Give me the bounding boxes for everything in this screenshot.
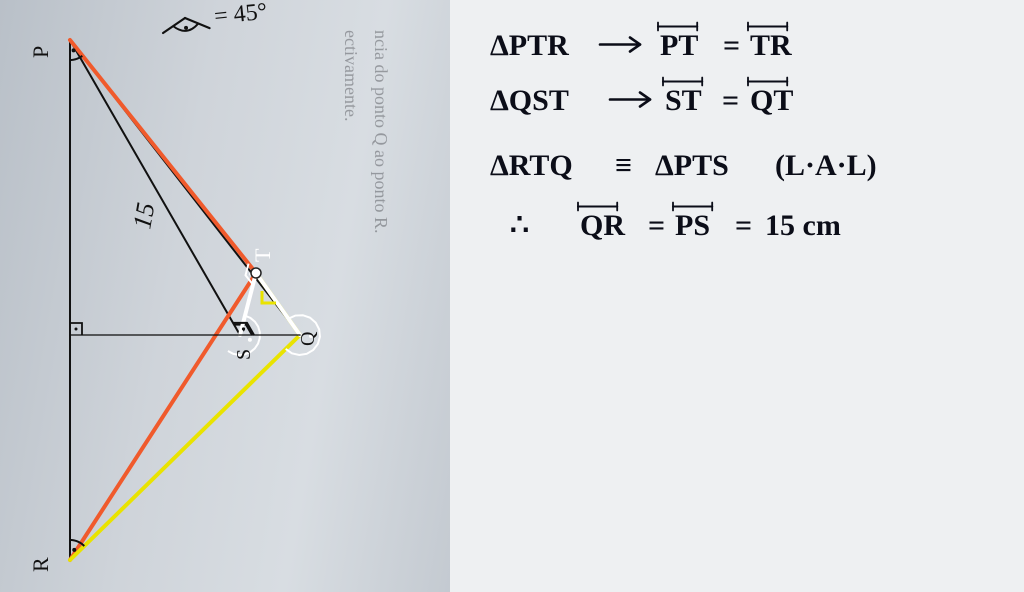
label-S: S [233,349,255,360]
geometry-photo: ectivamente. ncia do ponto Q ao ponto R. P… [0,0,450,592]
svg-text:15 cm: 15 cm [765,209,841,242]
svg-text:ΔRTQ: ΔRTQ [490,149,573,182]
svg-text:QR: QR [580,209,625,242]
svg-text:=: = [723,29,740,62]
notes-panel: ΔPTR PT = TR ΔQST ST = QT ΔRTQ ≡ ΔPTS (L·A·L) ∴ QR = PS… [450,0,1024,592]
svg-text:ΔPTS: ΔPTS [655,149,729,182]
svg-text:ΔPTR: ΔPTR [490,29,569,62]
background-printed-text: ncia do ponto Q ao ponto R. [371,30,391,233]
background-printed-text: ectivamente. [341,30,361,121]
notes-svg: ΔPTR PT = TR ΔQST ST = QT ΔRTQ ≡ ΔPTS (L·A·L) ∴ QR = PS… [450,0,1024,592]
svg-text:TR: TR [750,29,792,62]
svg-text:PT: PT [660,29,698,62]
svg-text:(L·A·L): (L·A·L) [775,149,877,182]
svg-text:PS: PS [675,209,710,242]
svg-text:=: = [722,84,739,117]
geometry-svg: ectivamente. ncia do ponto Q ao ponto R. P… [0,0,450,592]
svg-text:≡: ≡ [615,149,632,182]
svg-text:QT: QT [750,84,793,117]
angle-45-annotation: = 45° [213,0,269,30]
label-P: P [28,46,53,58]
svg-text:=: = [648,209,665,242]
svg-text:ΔQST: ΔQST [490,84,569,117]
label-T: T [250,248,275,262]
label-Q: Q [297,331,319,346]
label-R: R [28,557,53,572]
svg-text:ST: ST [665,84,702,117]
svg-text:=: = [735,209,752,242]
svg-text:∴: ∴ [510,209,529,242]
label-fifteen: 15 [127,200,160,231]
